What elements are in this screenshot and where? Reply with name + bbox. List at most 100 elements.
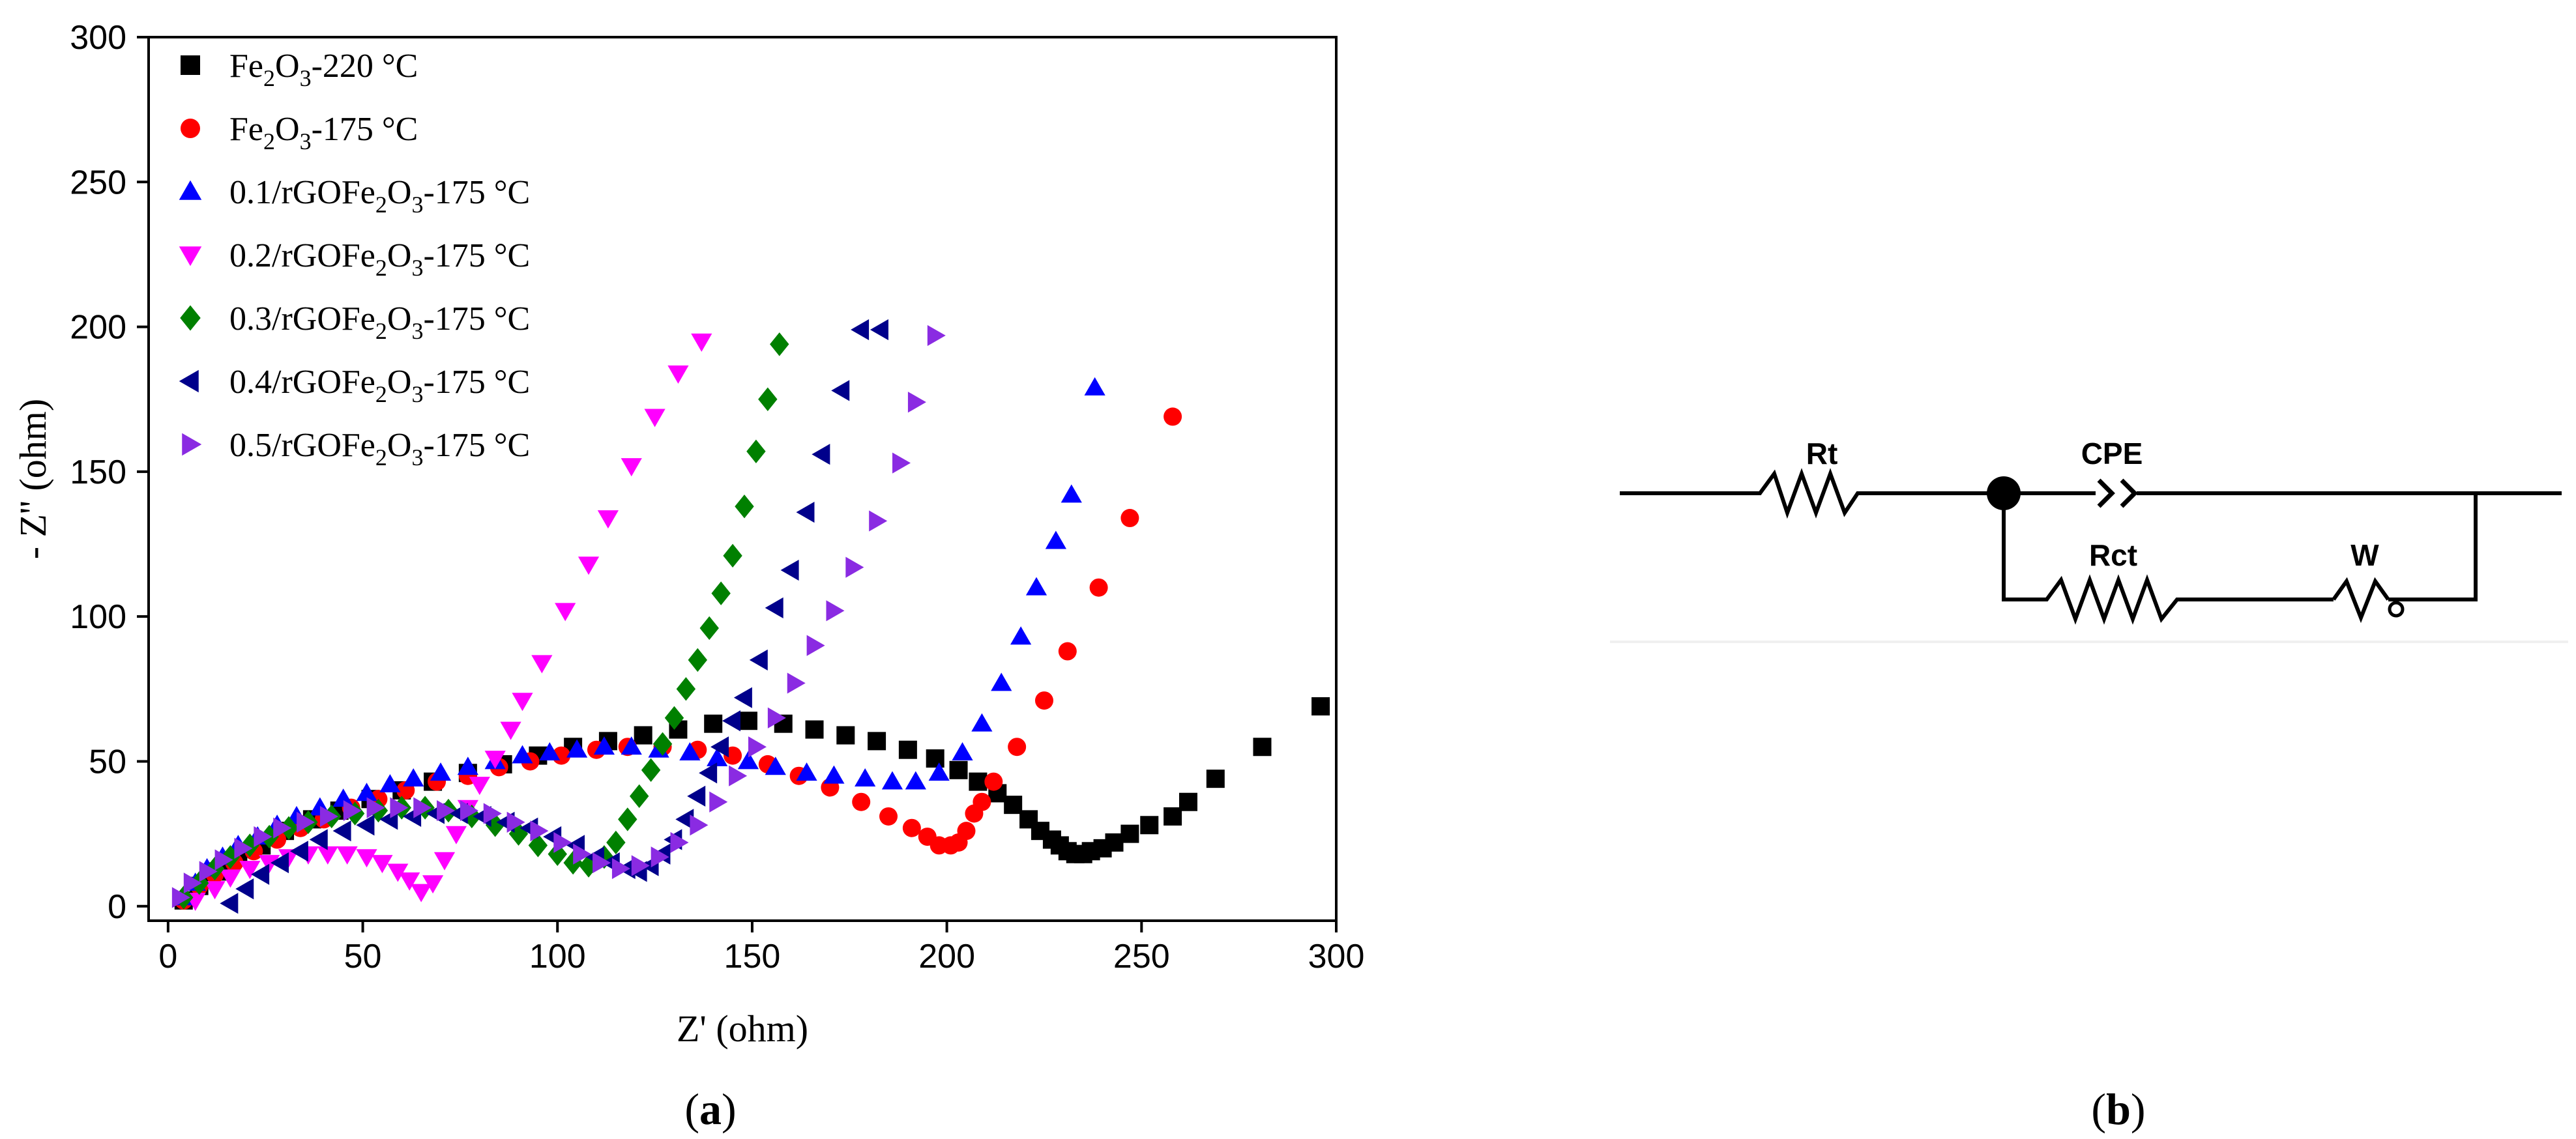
data-point [372,855,393,874]
data-point [758,387,778,411]
data-point [971,713,993,732]
legend-subscript: 2 [375,381,387,407]
data-point [831,380,850,401]
legend-marker [182,433,202,456]
data-point [220,869,241,888]
data-point [593,736,615,755]
data-point [780,559,799,581]
data-point [748,736,767,758]
legend-entry: 0.5/rGOFe2O3-175 °C [229,427,530,470]
data-point [621,736,642,755]
data-markers [171,319,1330,914]
legend-text: O [387,427,412,464]
caption-b: (b) [2091,1084,2145,1134]
x-axis-label: Z' (ohm) [677,1007,808,1050]
x-tick-label: 300 [1308,938,1365,975]
data-point [530,820,549,842]
data-point [611,858,630,880]
data-point [566,739,588,758]
data-point [991,672,1012,691]
data-point [289,841,308,862]
w-label: W [2350,538,2379,572]
data-point [621,458,642,477]
data-point [1120,509,1139,528]
data-point [356,783,377,801]
data-point [733,687,752,708]
data-point [710,736,729,758]
data-point [667,365,689,384]
legend-entry: Fe2O3-220 °C [229,48,418,91]
caption-b-close: ) [2131,1084,2146,1134]
legend-subscript: 3 [411,381,423,407]
data-point [403,768,424,787]
caption-b-open: ( [2091,1084,2106,1134]
legend-text: -175 °C [312,111,418,148]
data-point [1140,816,1159,835]
data-point [644,409,666,427]
legend-text: -220 °C [312,48,418,85]
data-point [675,809,694,830]
data-point [969,772,988,791]
data-point [548,842,567,866]
legend-text: O [387,364,412,401]
data-point [852,792,871,811]
legend-text: -175 °C [423,300,530,338]
x-tick-label: 250 [1113,938,1170,975]
data-point [881,771,903,790]
data-point [723,543,742,568]
legend-subscript: 2 [375,255,387,281]
data-point [319,805,338,828]
legend-text: Fe [229,111,263,148]
data-point [433,852,456,871]
data-point [199,861,218,882]
data-point [652,732,673,756]
legend-text: 0.2/rGOFe [229,237,375,274]
data-point [422,875,444,894]
data-point [629,784,649,809]
data-point [1061,484,1082,503]
legend-text: 0.4/rGOFe [229,364,375,401]
y-tick-label: 200 [70,309,126,347]
legend-subscript: 2 [375,444,387,470]
legend-marker [181,55,200,75]
data-point [836,726,855,745]
legend-text: O [387,174,412,211]
data-point [273,817,292,839]
data-point [796,762,817,781]
legend-marker [179,180,202,200]
data-point [855,768,876,787]
legend-subscript: 3 [411,444,423,470]
data-point [949,760,968,779]
data-point [787,672,806,694]
data-point [235,878,254,900]
legend-entry: 0.4/rGOFe2O3-175 °C [229,364,530,407]
data-point [220,893,239,914]
data-point [634,726,652,745]
data-point [812,444,830,465]
data-point [555,603,576,622]
axis-ticks: 0 50 100 150 200 250 300 0 50 100 150 200 250 300 [70,19,1364,975]
legend-text: -175 °C [423,237,530,274]
legend-text: -175 °C [423,174,530,211]
data-point [171,887,190,908]
rct-label: Rct [2089,538,2137,572]
data-point [336,846,358,865]
data-point [1120,824,1139,843]
data-point [1206,770,1225,788]
series-7 [171,324,946,908]
data-point [485,813,505,837]
data-point [722,710,740,732]
circuit-wire-branch [2002,493,2334,625]
data-point [390,797,409,818]
data-point [413,797,432,818]
data-point [271,852,289,874]
data-point [317,846,338,865]
legend-text: O [275,111,300,148]
x-tick-label: 200 [918,938,975,975]
data-point [870,319,888,341]
data-point [343,800,362,822]
data-point [399,872,420,891]
data-point [879,807,898,826]
data-point [234,837,253,859]
data-point [411,884,432,902]
